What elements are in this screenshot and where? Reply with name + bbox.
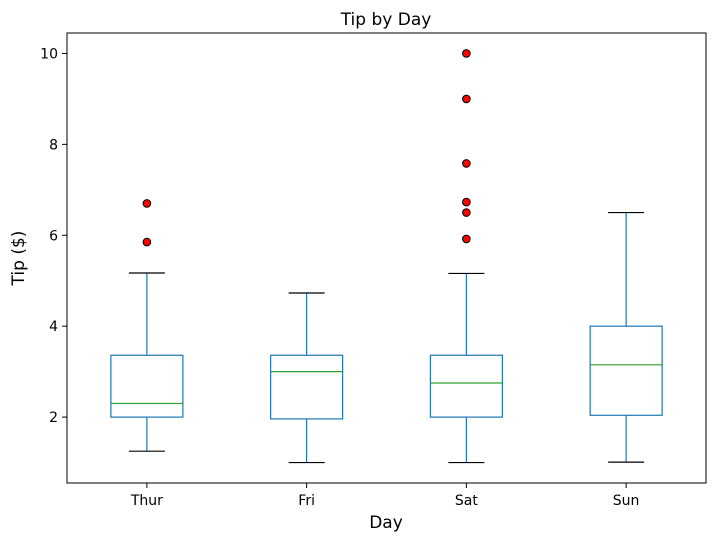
outlier-point	[462, 159, 471, 168]
y-axis: 2 4 6 8 10	[40, 46, 67, 426]
box-thur	[110, 199, 184, 452]
x-tick-label: Thur	[130, 493, 163, 509]
outlier-point	[462, 197, 471, 207]
outlier-point	[462, 208, 471, 217]
plot-frame	[66, 32, 707, 484]
outlier-point	[462, 94, 471, 104]
outlier-point	[142, 199, 152, 208]
outlier-point	[462, 49, 471, 58]
iqr-box	[589, 325, 663, 416]
outlier-point	[142, 237, 152, 247]
chart-title: Tip by Day	[340, 10, 432, 30]
y-tick-label: 10	[40, 46, 58, 62]
y-tick-label: 6	[49, 228, 58, 244]
x-tick-label: Fri	[298, 493, 315, 509]
x-axis: Thur Fri Sat Sun	[130, 483, 640, 509]
x-axis-label: Day	[369, 513, 403, 533]
y-tick-label: 8	[49, 137, 58, 153]
iqr-box	[429, 354, 503, 418]
box-sun	[589, 211, 663, 463]
box-sat	[429, 49, 503, 464]
outlier-point	[462, 234, 471, 244]
iqr-box	[110, 354, 184, 418]
x-tick-label: Sat	[455, 493, 478, 509]
y-axis-label: Tip ($)	[9, 231, 29, 287]
y-tick-label: 4	[49, 319, 58, 335]
y-tick-label: 2	[49, 410, 58, 426]
iqr-box	[270, 354, 344, 420]
box-fri	[270, 292, 344, 464]
plot-area	[110, 49, 663, 464]
x-tick-label: Sun	[613, 493, 640, 509]
